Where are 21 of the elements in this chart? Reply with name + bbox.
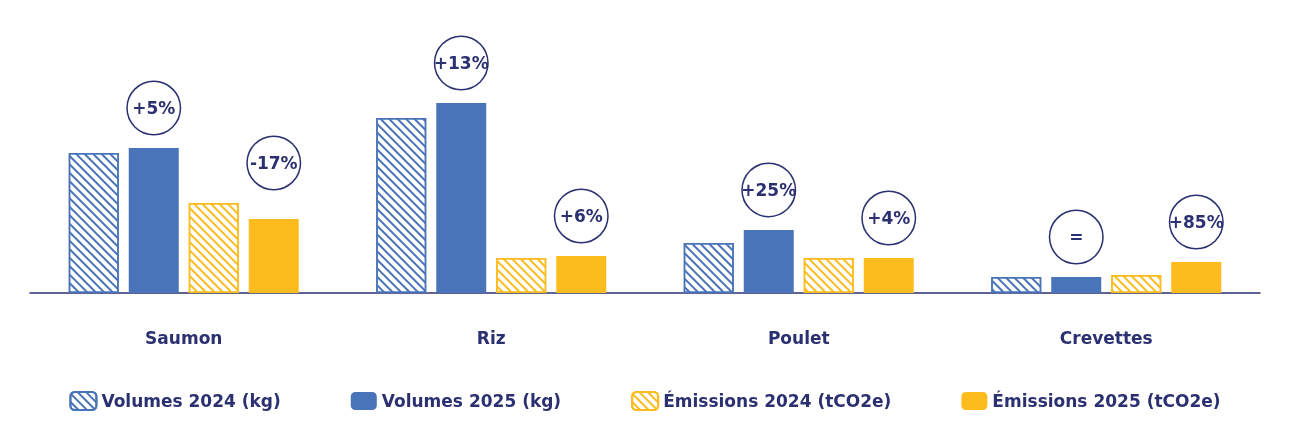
legend-label: Émissions 2025 (tCO2e): [992, 390, 1221, 411]
bar: [128, 148, 179, 293]
annotation: -17%: [249, 152, 298, 173]
bar: [556, 255, 607, 293]
annotation: +5%: [132, 98, 176, 119]
annotation: +4%: [867, 208, 911, 229]
bar: [863, 258, 914, 293]
legend-label: Volumes 2025 (kg): [381, 391, 562, 411]
bar: [248, 219, 299, 293]
annotation: +6%: [559, 205, 603, 226]
legend-label: Volumes 2024 (kg): [101, 391, 281, 411]
annotation: =: [1069, 227, 1084, 248]
x-tick-label: Poulet: [767, 327, 830, 348]
bar: [1171, 262, 1222, 293]
bar: [743, 229, 794, 293]
bar: [1051, 277, 1102, 293]
x-tick-label: Saumon: [145, 327, 223, 348]
legend-label: Émissions 2024 (tCO2e): [663, 390, 892, 411]
bar: [436, 103, 487, 293]
x-tick-label: Riz: [476, 327, 506, 348]
x-tick-label: Crevettes: [1059, 327, 1153, 348]
